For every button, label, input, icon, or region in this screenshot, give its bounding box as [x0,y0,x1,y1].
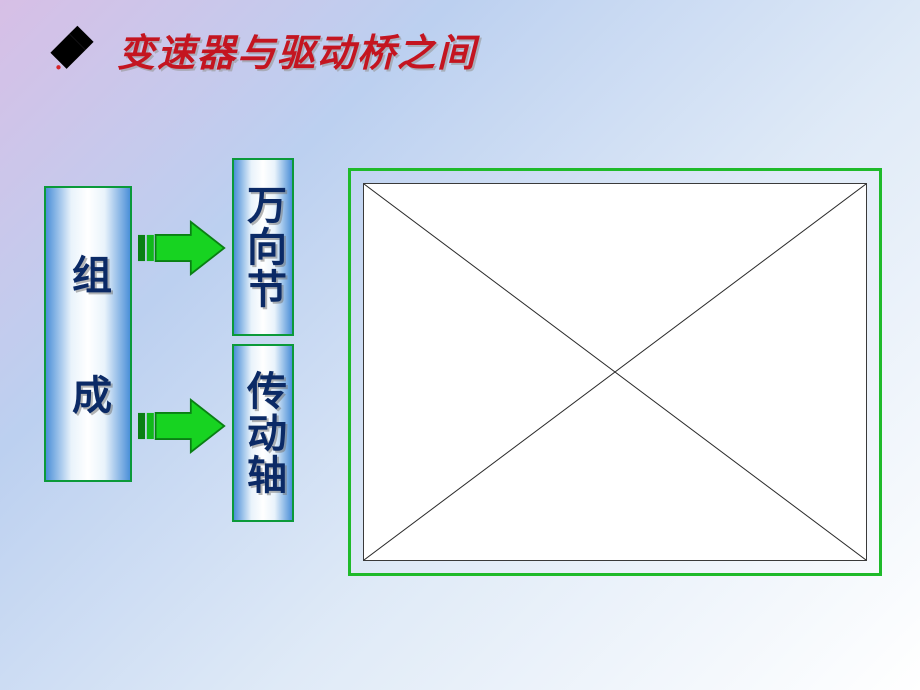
slide: 变速器与驱动桥之间 组 成 万向节 传动轴 [0,0,920,690]
slide-title: 变速器与驱动桥之间 [117,22,477,77]
source-box: 组 成 [44,186,132,482]
target-label-bottom: 传动轴 [240,370,286,496]
image-placeholder [363,183,867,561]
source-char-1: 组 [59,254,117,294]
pointer-shape [50,25,93,68]
arrow-top [138,220,226,276]
target-label-top: 万向节 [240,184,286,310]
pointer-bullet-icon [45,23,99,77]
slide-header: 变速器与驱动桥之间 [45,22,477,77]
target-box-top: 万向节 [232,158,294,336]
source-char-2: 成 [59,374,117,414]
target-box-bottom: 传动轴 [232,344,294,522]
arrow-bottom [138,398,226,454]
image-missing-icon [364,184,866,560]
image-placeholder-frame [348,168,882,576]
